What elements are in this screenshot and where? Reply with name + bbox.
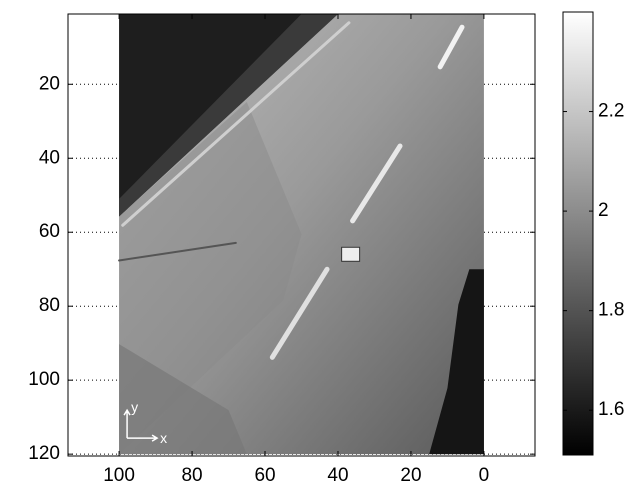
- colorbar-tick-label: 1.6: [598, 399, 624, 420]
- x-tick-label: 80: [181, 465, 202, 486]
- x-tick-label: 40: [327, 465, 348, 486]
- x-tick-label: 20: [400, 465, 421, 486]
- axes-box: [67, 13, 536, 457]
- annotation: y: [131, 399, 138, 415]
- x-tick-label: 100: [103, 465, 135, 486]
- annotation: x: [160, 430, 167, 446]
- y-tick-label: 80: [39, 295, 60, 316]
- y-tick-label: 120: [28, 443, 60, 464]
- x-tick-label: 0: [479, 465, 490, 486]
- colorbar: [562, 11, 594, 456]
- y-tick-label: 60: [39, 221, 60, 242]
- colorbar-tick-label: 1.8: [598, 300, 624, 321]
- colorbar-tick-label: 2.2: [598, 101, 624, 122]
- y-tick-label: 20: [39, 73, 60, 94]
- colorbar-tick-label: 2: [598, 200, 609, 221]
- y-tick-label: 40: [39, 147, 60, 168]
- x-tick-label: 60: [254, 465, 275, 486]
- y-tick-label: 100: [28, 369, 60, 390]
